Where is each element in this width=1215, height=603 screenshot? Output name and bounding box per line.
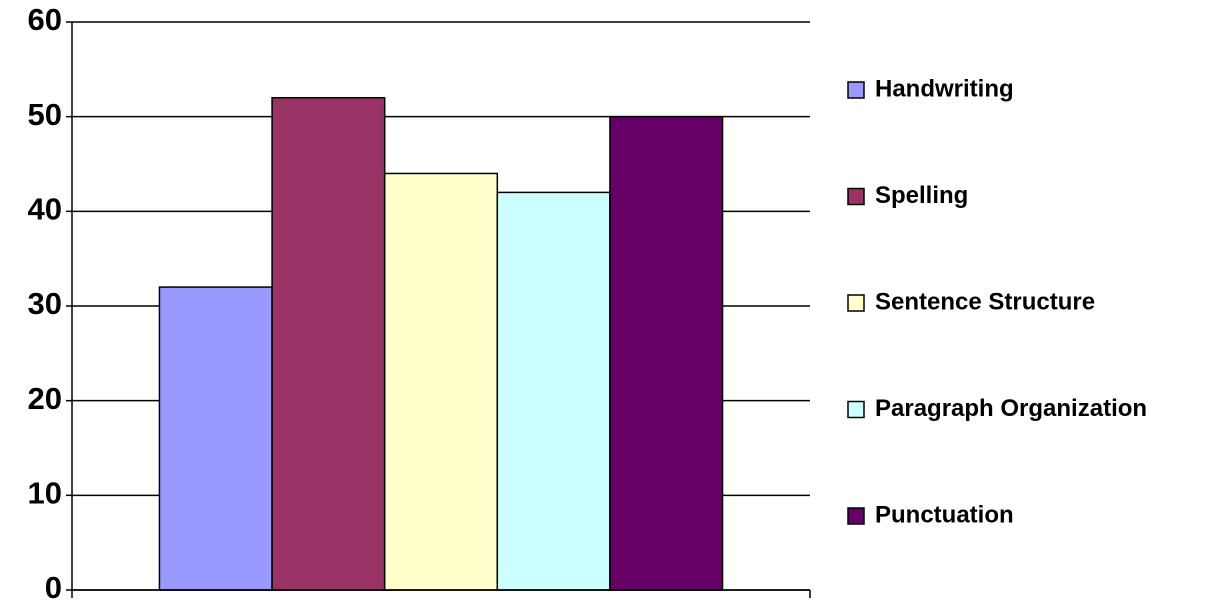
legend-label: Handwriting	[875, 75, 1014, 102]
y-tick-label: 0	[45, 570, 62, 603]
legend-label: Spelling	[875, 182, 968, 209]
y-tick-label: 40	[28, 192, 62, 227]
legend-swatch	[847, 81, 865, 99]
legend-swatch	[847, 400, 865, 419]
legend-label: Paragraph Organization	[875, 395, 1147, 422]
y-tick-label: 20	[28, 381, 62, 416]
bar	[496, 191, 611, 591]
legend-swatch	[847, 187, 865, 206]
y-tick-label: 50	[28, 97, 62, 132]
y-tick-label: 10	[28, 476, 62, 511]
legend-label: Punctuation	[875, 501, 1014, 528]
bar	[609, 115, 724, 591]
legend-swatch	[847, 294, 865, 312]
legend-swatch	[847, 507, 865, 525]
y-tick-label: 30	[28, 286, 62, 321]
bar	[271, 96, 386, 591]
bar	[158, 286, 273, 591]
y-tick-label: 60	[28, 2, 62, 37]
legend-label: Sentence Structure	[875, 288, 1095, 315]
bar	[383, 172, 499, 591]
